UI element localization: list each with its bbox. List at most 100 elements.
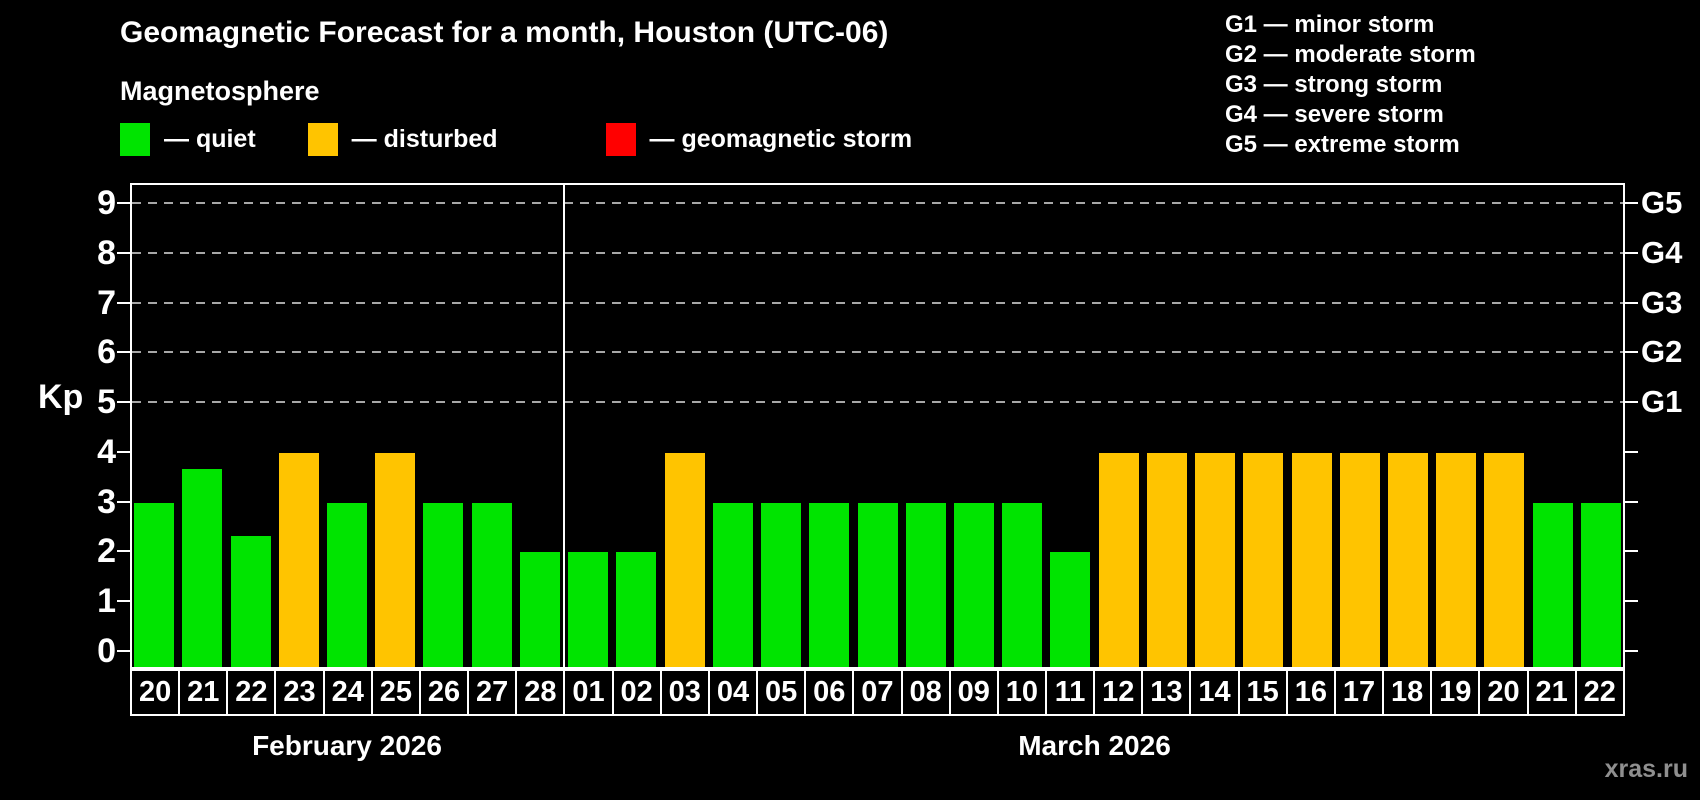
quiet-color-swatch [120,122,150,156]
kp-bar-february-28 [519,552,560,667]
kp-bar-february-20 [134,502,175,667]
date-label: 24 [322,669,373,716]
date-label: 19 [1430,669,1481,716]
legend-label-storm: — geomagnetic storm [649,124,913,153]
legend-label-disturbed: — disturbed [351,124,498,153]
date-label: 25 [370,669,421,716]
date-label: 13 [1141,669,1192,716]
kp-bar-march-13 [1146,452,1187,667]
date-label: 15 [1237,669,1288,716]
kp-bar-february-26 [423,502,464,667]
date-label: 11 [1044,669,1096,716]
gridline-kp5 [132,401,1623,404]
left-axis-tick-5 [117,401,130,404]
date-label: 21 [178,669,229,716]
date-label: 08 [900,669,951,716]
date-label: 14 [1189,669,1240,716]
g5-legend-line: G5 — extreme storm [1225,131,1460,158]
date-label: 16 [1285,669,1336,716]
g1-legend-line: G1 — minor storm [1225,11,1435,38]
right-axis-tick-0 [1625,650,1638,652]
gridline-kp6 [132,351,1623,354]
date-label: 18 [1382,669,1433,716]
kp-bar-february-22 [230,536,271,667]
gridline-kp8 [132,251,1623,254]
kp-bar-march-16 [1291,452,1332,667]
date-label: 27 [467,669,518,716]
date-label: 23 [274,669,325,716]
kp-bar-february-25 [375,452,416,667]
legend-item-quiet: — quiet [120,122,256,156]
y-axis-label-7: 7 [97,283,116,322]
date-axis-row: 20 21 22 23 24 25 26 27 28 01 02 03 04 05 06 07 08 09 10 11… [130,669,1625,716]
kp-bar-march-21 [1532,502,1573,667]
kp-bar-february-24 [327,502,368,667]
left-axis-tick-0 [117,650,130,652]
right-axis-tick-4 [1625,450,1638,453]
right-axis-tick-1 [1625,600,1638,603]
chart-title: Geomagnetic Forecast for a month, Housto… [120,16,889,49]
right-axis-tick-9 [1625,201,1638,204]
y-axis-label-8: 8 [97,233,116,272]
month-label-february: February 2026 [252,730,442,761]
g-scale-label-G5: G5 [1641,184,1683,220]
date-label: 20 [130,669,181,716]
date-label: 26 [418,669,470,716]
kp-bar-march-09 [953,502,994,667]
kp-bar-february-23 [278,452,319,667]
left-axis-tick-1 [117,600,130,603]
kp-bar-march-02 [616,552,657,667]
storm-color-swatch [605,122,636,156]
gridline-kp9 [132,201,1623,204]
legend-item-storm: — geomagnetic storm [605,122,913,156]
kp-bar-march-15 [1243,452,1284,667]
right-axis-tick-3 [1625,500,1638,503]
y-axis-label-5: 5 [97,383,116,422]
legend-label-quiet: — quiet [164,124,256,153]
kp-bar-february-21 [182,469,223,667]
date-label: 10 [996,669,1047,716]
date-label: 03 [659,669,710,716]
right-axis-tick-7 [1625,301,1638,304]
disturbed-color-swatch [307,122,338,156]
left-axis-tick-7 [117,301,130,304]
date-label: 06 [804,669,855,716]
date-label: 22 [226,669,277,716]
kp-bar-march-18 [1387,452,1428,667]
date-label: 28 [515,669,566,716]
date-label: 05 [756,669,807,716]
gridline-kp7 [132,301,1623,304]
kp-bar-march-01 [568,552,609,667]
g-scale-legend: G1 — minor storm G2 — moderate storm G3 … [1225,10,1476,160]
kp-bar-march-12 [1098,452,1139,667]
plot-area [130,183,1625,669]
legend-item-disturbed: — disturbed [307,122,554,156]
kp-bar-march-07 [857,502,898,667]
kp-bar-march-20 [1484,452,1525,667]
magnetosphere-legend: — quiet — disturbed — geomagnetic storm [120,120,964,158]
kp-bar-march-17 [1339,452,1380,667]
legend-title: Magnetosphere [120,76,320,106]
kp-bar-march-06 [809,502,850,667]
g-scale-label-G1: G1 [1641,384,1683,420]
kp-bar-march-11 [1050,552,1091,667]
y-axis-label-4: 4 [97,432,116,471]
date-label: 20 [1478,669,1529,716]
month-divider [563,185,566,667]
y-axis-label-0: 0 [97,632,116,670]
left-axis-tick-9 [117,201,130,204]
g-scale-label-G4: G4 [1641,234,1683,270]
g3-legend-line: G3 — strong storm [1225,71,1443,98]
y-axis-label-9: 9 [97,183,116,222]
g-scale-label-G3: G3 [1641,284,1683,320]
kp-bar-march-10 [1002,502,1043,667]
date-label: 01 [563,669,614,716]
g4-legend-line: G4 — severe storm [1225,101,1444,128]
kp-bar-march-08 [905,502,946,667]
date-label: 09 [948,669,999,716]
date-label: 07 [852,669,903,716]
right-axis-tick-8 [1625,251,1638,254]
date-label: 12 [1093,669,1144,716]
kp-bar-march-19 [1436,452,1477,667]
